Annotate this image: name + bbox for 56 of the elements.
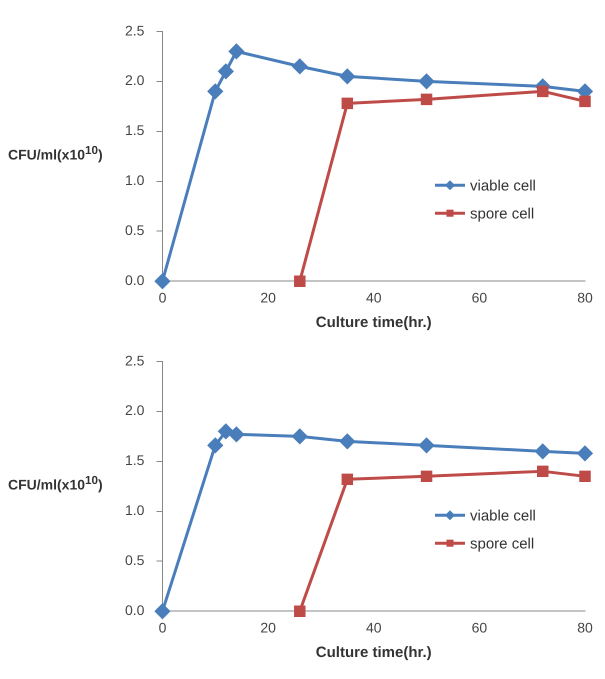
- y-tick-label: 1.5: [124, 452, 145, 468]
- point: [228, 426, 244, 442]
- point: [218, 63, 234, 78]
- y-tick-label: 1.5: [124, 122, 145, 138]
- point: [208, 83, 223, 98]
- x-tick-label: 80: [577, 288, 593, 305]
- point: [342, 97, 354, 109]
- x-tick-label: 80: [577, 618, 593, 635]
- point: [294, 274, 306, 286]
- point: [154, 603, 170, 618]
- y-tick-label: 0.5: [124, 552, 145, 568]
- point: [340, 433, 355, 448]
- x-tick-label: 60: [472, 618, 488, 635]
- x-tick-label: 60: [472, 288, 488, 305]
- point: [154, 273, 170, 288]
- x-axis-title: Culture time(hr.): [316, 314, 432, 331]
- y-tick-label: 2.5: [124, 22, 145, 38]
- y-tick-label: 0.5: [124, 222, 145, 238]
- x-tick-label: 20: [260, 288, 276, 305]
- y-tick-label: 1.0: [124, 502, 145, 518]
- y-axis-title: CFU/ml(x10$^{10}$): [8, 474, 104, 492]
- y-tick-label: 2.0: [124, 402, 145, 418]
- legend-label: viable cell: [470, 506, 536, 524]
- point: [419, 437, 434, 452]
- point: [292, 58, 308, 74]
- point: [579, 470, 591, 482]
- legend-label: spore cell: [470, 204, 534, 222]
- point: [228, 43, 244, 58]
- legend-label: viable cell: [470, 176, 536, 194]
- point: [419, 73, 434, 88]
- point: [340, 68, 355, 84]
- point: [537, 465, 548, 477]
- x-tick-label: 20: [260, 618, 276, 635]
- y-tick-label: 1.0: [124, 172, 145, 188]
- y-tick-label: 0.0: [124, 602, 145, 618]
- point: [292, 428, 308, 444]
- point: [218, 423, 234, 438]
- point: [420, 93, 432, 105]
- point: [579, 95, 591, 107]
- point: [535, 443, 550, 458]
- legend-label: spore cell: [470, 534, 534, 552]
- x-tick-label: 40: [366, 618, 382, 635]
- x-axis-title: Culture time(hr.): [316, 644, 432, 661]
- point: [420, 470, 432, 482]
- y-tick-label: 2.5: [124, 352, 145, 368]
- point: [208, 437, 223, 452]
- x-tick-label: 0: [158, 288, 167, 305]
- y-tick-label: 2.0: [124, 72, 145, 88]
- point: [537, 85, 548, 97]
- x-tick-label: 40: [366, 288, 382, 305]
- x-tick-label: 0: [158, 618, 167, 635]
- point: [342, 473, 354, 485]
- y-tick-label: 0.0: [124, 272, 145, 288]
- y-axis-title: CFU/ml(x10$^{10}$): [8, 144, 104, 162]
- point: [578, 445, 592, 460]
- point: [294, 604, 306, 616]
